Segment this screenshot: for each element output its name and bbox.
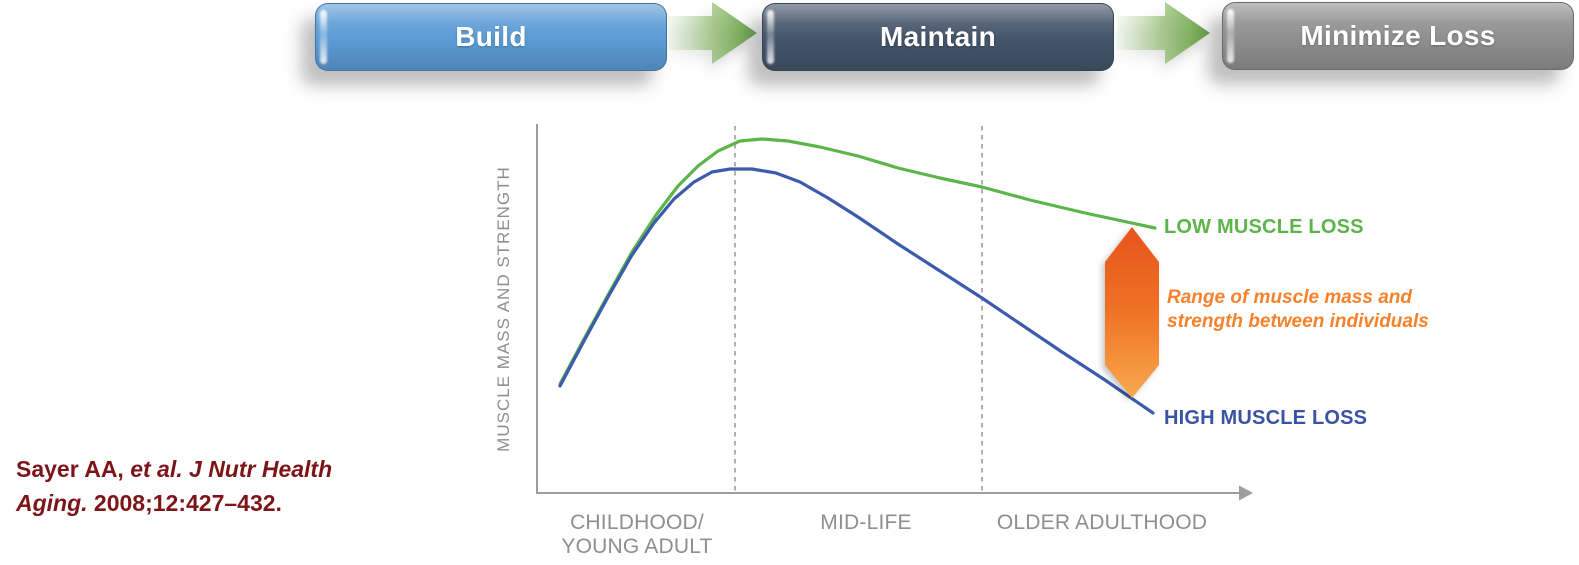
step-maintain-label: Maintain	[880, 21, 996, 52]
high-muscle-loss-label: HIGH MUSCLE LOSS	[1164, 407, 1368, 429]
step-maintain: Maintain	[762, 3, 1114, 71]
citation-segment-italic: et al. J Nutr Health Aging.	[16, 456, 333, 516]
step-minimize-loss-label: Minimize Loss	[1300, 20, 1496, 51]
low-muscle-loss-label: LOW MUSCLE LOSS	[1164, 216, 1364, 238]
y-axis-label: MUSCLE MASS AND STRENGTH	[494, 166, 513, 452]
x-axis-label-mid-life: MID-LIFE	[820, 511, 912, 534]
citation-segment: Sayer AA,	[16, 456, 131, 482]
x-axis-label-childhood-young-adult: CHILDHOOD/ YOUNG ADULT	[561, 511, 713, 558]
curve-low-muscle-loss	[558, 137, 1157, 386]
curves-layer	[558, 137, 1157, 415]
step-minimize-loss: Minimize Loss	[1222, 2, 1574, 70]
citation-segment: 2008;12:427–432.	[87, 490, 282, 516]
phase-divider-lines	[734, 126, 983, 491]
flow-arrow-right-icon	[1117, 2, 1210, 64]
step-build: Build	[315, 3, 667, 71]
step-build-label: Build	[455, 21, 527, 52]
citation: Sayer AA, et al. J Nutr Health Aging. 20…	[16, 452, 406, 520]
x-axis-arrowhead-icon	[1239, 485, 1253, 501]
x-axis-label-older-adulthood: OLDER ADULTHOOD	[996, 511, 1208, 534]
range-annotation-text: Range of muscle mass and strength betwee…	[1167, 287, 1429, 332]
range-double-arrow-icon	[1105, 227, 1159, 398]
flow-arrow-right-icon	[668, 2, 757, 64]
curve-high-muscle-loss	[558, 167, 1155, 415]
